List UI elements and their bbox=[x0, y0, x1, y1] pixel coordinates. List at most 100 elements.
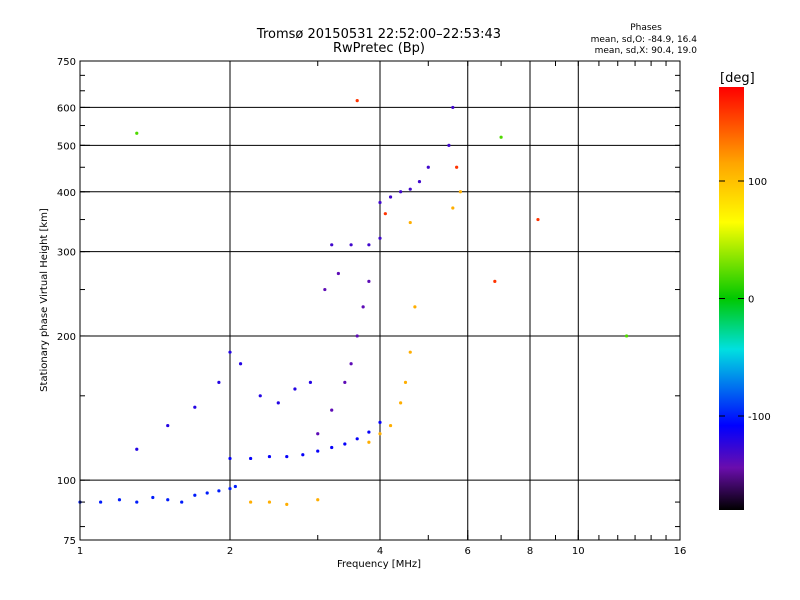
data-point bbox=[426, 165, 430, 169]
data-point bbox=[343, 442, 347, 446]
colorbar-label: [deg] bbox=[720, 71, 755, 86]
chart-title: Tromsø 20150531 22:52:00–22:53:43 bbox=[256, 27, 501, 42]
y-axis-label: Stationary phase Virtual Height [km] bbox=[39, 208, 50, 392]
data-point bbox=[399, 190, 403, 194]
data-point bbox=[367, 430, 371, 434]
data-point bbox=[399, 401, 403, 405]
data-point bbox=[367, 440, 371, 444]
data-point bbox=[293, 387, 297, 391]
data-point bbox=[135, 447, 139, 451]
data-point bbox=[166, 498, 170, 502]
data-point bbox=[193, 493, 197, 497]
data-point bbox=[447, 143, 451, 147]
data-point bbox=[493, 279, 497, 283]
data-point bbox=[367, 243, 371, 247]
data-point bbox=[383, 212, 387, 216]
data-point bbox=[408, 220, 412, 225]
data-point bbox=[355, 334, 359, 338]
data-point bbox=[361, 305, 365, 309]
colorbar-ticks: 100 0 -100 bbox=[719, 177, 771, 423]
data-point bbox=[276, 401, 280, 405]
x-tick-label: 6 bbox=[465, 546, 471, 557]
data-point bbox=[228, 487, 232, 491]
data-point bbox=[217, 380, 221, 384]
data-point bbox=[205, 491, 209, 495]
grid bbox=[80, 61, 680, 540]
data-point bbox=[228, 350, 232, 354]
y-tick-label: 75 bbox=[63, 536, 76, 547]
data-point bbox=[151, 495, 155, 500]
y-tick-label: 100 bbox=[57, 476, 76, 487]
data-point bbox=[217, 489, 221, 493]
data-point bbox=[536, 217, 540, 222]
data-point bbox=[378, 200, 382, 205]
data-point bbox=[117, 498, 122, 502]
data-point bbox=[166, 423, 170, 428]
data-point bbox=[228, 456, 232, 461]
data-point bbox=[343, 380, 347, 384]
data-point bbox=[388, 195, 393, 199]
data-point bbox=[193, 405, 197, 409]
data-point bbox=[330, 243, 334, 247]
colorbar-tick-label: 100 bbox=[748, 177, 767, 188]
data-point bbox=[349, 362, 353, 366]
data-point bbox=[180, 500, 184, 504]
data-point bbox=[316, 449, 320, 453]
chart-subtitle: RwPretec (Bp) bbox=[333, 41, 425, 56]
data-point bbox=[417, 180, 422, 184]
x-axis-label: Frequency [MHz] bbox=[337, 559, 421, 570]
data-point bbox=[135, 131, 139, 135]
data-point bbox=[455, 165, 459, 169]
y-tick-label: 600 bbox=[57, 103, 76, 114]
x-tick-label: 16 bbox=[674, 546, 687, 557]
data-point bbox=[408, 187, 412, 191]
y-tick-label: 200 bbox=[57, 332, 76, 343]
data-point bbox=[249, 500, 253, 504]
data-point bbox=[624, 334, 629, 338]
data-point bbox=[413, 305, 417, 309]
data-point bbox=[135, 500, 139, 504]
y-tick-label: 300 bbox=[57, 248, 76, 259]
data-point bbox=[267, 454, 272, 459]
data-point bbox=[378, 236, 382, 240]
y-tick-label: 400 bbox=[57, 188, 76, 199]
data-point bbox=[355, 98, 359, 103]
data-point bbox=[378, 420, 382, 424]
data-point bbox=[267, 500, 272, 504]
y-tick-label: 750 bbox=[57, 57, 76, 68]
data-point bbox=[408, 350, 412, 354]
data-point bbox=[258, 394, 262, 398]
data-point bbox=[285, 454, 289, 459]
data-point bbox=[323, 287, 327, 292]
data-point bbox=[378, 432, 382, 436]
data-point bbox=[355, 437, 359, 441]
axes: 1 2 4 6 8 10 16 75 100 200 300 400 500 600 750 bbox=[57, 57, 686, 557]
x-tick-label: 10 bbox=[572, 546, 585, 557]
x-tick-label: 2 bbox=[227, 546, 233, 557]
data-point bbox=[388, 423, 393, 428]
data-point bbox=[316, 498, 320, 502]
data-point bbox=[330, 408, 334, 412]
colorbar-tick-label: -100 bbox=[748, 412, 771, 423]
data-point bbox=[316, 432, 320, 436]
data-point bbox=[403, 380, 408, 384]
data-point bbox=[301, 453, 305, 457]
data-point bbox=[349, 243, 353, 247]
x-tick-label: 4 bbox=[377, 546, 383, 557]
data-point bbox=[367, 279, 371, 283]
data-point bbox=[451, 206, 455, 210]
data-point bbox=[451, 105, 455, 110]
data-point bbox=[233, 484, 237, 489]
data-point bbox=[99, 500, 103, 504]
data-point bbox=[336, 271, 340, 276]
x-tick-label: 1 bbox=[77, 546, 83, 557]
data-point bbox=[308, 380, 313, 384]
legend-line-o: mean, sd,O: -84.9, 16.4 bbox=[591, 35, 698, 45]
data-point bbox=[249, 456, 253, 461]
data-points bbox=[78, 98, 629, 506]
data-point bbox=[458, 190, 463, 194]
legend-title: Phases bbox=[630, 23, 662, 33]
data-point bbox=[499, 135, 503, 139]
